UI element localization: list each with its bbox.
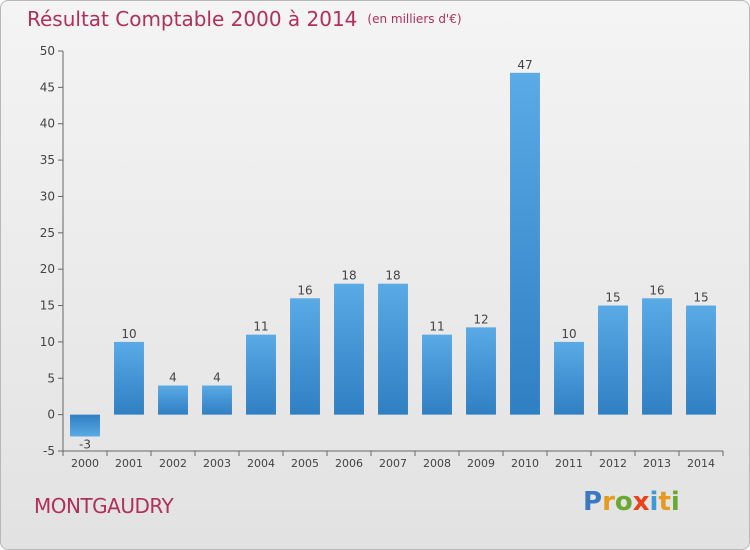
- bars: [70, 72, 716, 437]
- x-tick-label: 2007: [379, 457, 407, 470]
- brand-letter: i: [670, 487, 680, 517]
- data-label: 12: [473, 312, 488, 326]
- brand-letter: i: [649, 487, 659, 517]
- y-tick-label: 25: [40, 226, 55, 240]
- y-tick-label: 40: [40, 117, 55, 131]
- data-label: -3: [79, 437, 91, 451]
- y-tick-label: -5: [43, 444, 55, 458]
- x-tick-label: 2004: [247, 457, 275, 470]
- bar-2002: [158, 385, 188, 415]
- bar-2003: [202, 385, 232, 415]
- bar-2007: [378, 283, 408, 415]
- brand-letter: P: [583, 487, 603, 517]
- bar-2010: [510, 72, 540, 415]
- bar-2005: [290, 298, 320, 415]
- data-label: 15: [693, 291, 708, 305]
- y-tick-label: 50: [40, 44, 55, 58]
- y-tick-label: 0: [47, 408, 55, 422]
- data-label: 4: [213, 371, 221, 385]
- y-tick-label: 45: [40, 80, 55, 94]
- y-tick-label: 20: [40, 262, 55, 276]
- bar-2009: [466, 327, 496, 415]
- brand-letter: t: [658, 487, 671, 517]
- bar-2001: [114, 341, 144, 415]
- chart-subtitle: (en milliers d'€): [367, 12, 462, 26]
- x-tick-label: 2014: [687, 457, 715, 470]
- x-tick-label: 2010: [511, 457, 539, 470]
- brand-letter: r: [602, 487, 615, 517]
- data-label: 4: [169, 371, 177, 385]
- brand-letter: x: [632, 487, 650, 517]
- brand-letter: o: [614, 487, 633, 517]
- bar-2013: [642, 298, 672, 415]
- y-axis: -5 0 5 10 15 20 25 30 35 40 45 50: [40, 44, 64, 458]
- bar-2008: [422, 334, 452, 415]
- x-tick-label: 2002: [159, 457, 187, 470]
- bar-2011: [554, 341, 584, 415]
- x-tick-label: 2003: [203, 457, 231, 470]
- x-tick-label: 2000: [71, 457, 99, 470]
- x-tick-label: 2011: [555, 457, 583, 470]
- data-label: 16: [649, 283, 664, 297]
- x-tick-label: 2009: [467, 457, 495, 470]
- chart-title: Résultat Comptable 2000 à 2014 (en millie…: [27, 7, 462, 31]
- data-labels: -3 10 4 4 11 16 18 18 11 12 47 10 15 16 15: [79, 58, 709, 452]
- commune-name: MONTGAUDRY: [34, 494, 174, 518]
- x-tick-label: 2008: [423, 457, 451, 470]
- y-tick-label: 15: [40, 299, 55, 313]
- x-axis: 2000 2001 2002 2003 2004 2005 2006 2007 2008 2009…: [62, 450, 724, 470]
- bar-2012: [598, 305, 628, 415]
- data-label: 18: [341, 269, 356, 283]
- x-tick-label: 2005: [291, 457, 319, 470]
- data-label: 15: [605, 291, 620, 305]
- x-tick-label: 2006: [335, 457, 363, 470]
- bar-2014: [686, 305, 716, 415]
- x-tick-label: 2012: [599, 457, 627, 470]
- data-label: 10: [561, 327, 576, 341]
- y-tick-label: 30: [40, 189, 55, 203]
- x-tick-label: 2013: [643, 457, 671, 470]
- bar-2000: [70, 414, 100, 437]
- data-label: 18: [385, 269, 400, 283]
- y-tick-label: 10: [40, 335, 55, 349]
- chart-title-text: Résultat Comptable 2000 à 2014: [27, 7, 358, 31]
- data-label: 47: [517, 58, 532, 72]
- brand-logo: Proxiti: [583, 487, 680, 517]
- y-tick-label: 5: [47, 371, 55, 385]
- data-label: 11: [253, 320, 268, 334]
- data-label: 16: [297, 283, 312, 297]
- data-label: 10: [121, 327, 136, 341]
- y-tick-label: 35: [40, 153, 55, 167]
- x-tick-label: 2001: [115, 457, 143, 470]
- bar-2006: [334, 283, 364, 415]
- bar-2004: [246, 334, 276, 415]
- data-label: 11: [429, 320, 444, 334]
